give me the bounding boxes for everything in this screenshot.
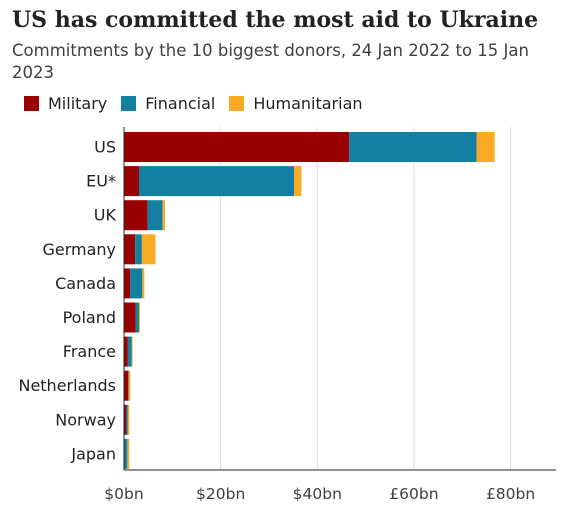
bar-eu-humanitarian — [294, 166, 302, 197]
bar-poland-humanitarian — [138, 302, 140, 333]
bar-norway-humanitarian — [127, 404, 130, 435]
legend-swatch-financial — [121, 95, 137, 111]
bar-eu-financial — [138, 166, 295, 197]
legend-swatch-military — [24, 95, 39, 111]
bar-france-military — [124, 336, 128, 367]
legend-swatch-humanitarian — [229, 95, 245, 111]
bar-norway-financial — [126, 404, 128, 435]
bar-canada-military — [124, 268, 131, 299]
bar-canada-humanitarian — [142, 268, 145, 299]
legend-item-humanitarian: Humanitarian — [229, 93, 363, 113]
bar-eu-military — [124, 166, 139, 197]
category-label: Germany — [42, 240, 116, 259]
bar-japan-financial — [124, 438, 128, 469]
x-tick-label: £80bn — [486, 485, 535, 503]
bar-france-financial — [127, 336, 132, 367]
chart-subtitle: Commitments by the 10 biggest donors, 24… — [12, 41, 529, 82]
category-label: EU* — [86, 172, 116, 191]
category-label: France — [63, 342, 116, 361]
bar-netherlands-humanitarian — [128, 370, 131, 401]
bar-germany-financial — [135, 234, 142, 265]
bar-poland-financial — [135, 302, 139, 333]
bar-france-humanitarian — [131, 336, 133, 367]
category-label: Netherlands — [18, 376, 116, 395]
legend-label-humanitarian: Humanitarian — [253, 93, 363, 113]
bar-germany-humanitarian — [141, 234, 156, 265]
bar-uk-humanitarian — [162, 200, 166, 231]
bar-japan-humanitarian — [127, 438, 130, 469]
bar-us-military — [124, 132, 350, 162]
bar-us-humanitarian — [476, 132, 495, 162]
legend-label-military: Military — [48, 93, 108, 113]
x-tick-label: $0bn — [104, 485, 143, 503]
category-label: Japan — [70, 444, 116, 463]
category-label: Canada — [55, 274, 116, 293]
bar-uk-financial — [147, 200, 163, 231]
bar-netherlands-military — [124, 370, 129, 401]
x-tick-label: $40bn — [293, 485, 342, 503]
bar-germany-military — [124, 234, 136, 265]
bar-uk-military — [124, 200, 148, 231]
bar-canada-financial — [130, 268, 143, 299]
category-label: Poland — [63, 308, 116, 327]
bar-netherlands-financial — [128, 370, 129, 401]
legend-item-financial: Financial — [121, 94, 215, 113]
legend-item-military: Military — [24, 94, 107, 113]
category-label: US — [94, 138, 116, 157]
bar-us-financial — [349, 132, 477, 162]
legend: Military Financial Humanitarian — [24, 92, 377, 114]
x-tick-label: $20bn — [196, 485, 245, 503]
x-tick-label: £60bn — [389, 485, 438, 503]
category-label: UK — [94, 206, 117, 225]
chart-title: US has committed the most aid to Ukraine — [12, 7, 539, 33]
category-label: Norway — [55, 410, 116, 429]
bar-poland-military — [124, 302, 136, 333]
legend-label-financial: Financial — [145, 93, 216, 113]
bar-norway-military — [124, 404, 127, 435]
